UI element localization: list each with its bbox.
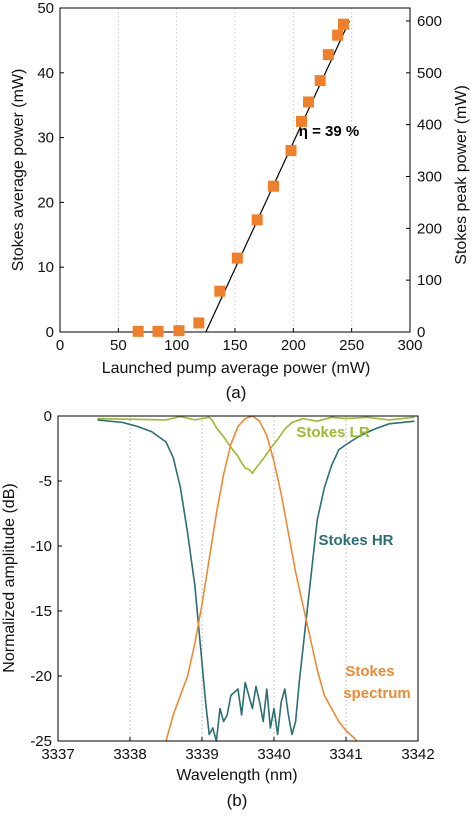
a-grid xyxy=(117,8,353,332)
a-data-point xyxy=(214,285,226,297)
b-y-tick-label: -25 xyxy=(30,733,52,750)
a-y2-tick-label: 300 xyxy=(417,168,442,185)
a-data-point xyxy=(296,115,307,127)
a-y2-tick-label: 0 xyxy=(417,324,425,341)
a-data-point xyxy=(314,75,326,87)
a-y2-tick-label: 600 xyxy=(417,13,442,30)
b-y-tick-label: -15 xyxy=(30,603,52,620)
a-y-tick-label: 50 xyxy=(37,0,54,17)
a-ticks: 0 50 100 150 200 250 3000102030405001002003004… xyxy=(37,0,442,354)
b-y-axis-label: Normalized amplitude (dB) xyxy=(1,483,18,672)
a-data-point xyxy=(193,317,205,329)
b-y-tick-label: 0 xyxy=(44,408,52,425)
a-x-tick-label: 250 xyxy=(339,337,364,354)
a-y-tick-label: 30 xyxy=(37,130,54,147)
a-caption: (a) xyxy=(226,383,247,402)
b-x-tick-label: 3338 xyxy=(113,746,146,763)
b-x-tick-label: 3341 xyxy=(329,746,362,763)
a-fit-line xyxy=(205,20,350,333)
a-data-point xyxy=(322,49,334,61)
b-series-stokes-spectrum xyxy=(165,415,358,742)
panel-b: 3337 3338 3339 3340 3341 33420-5-10-15-20-25 … xyxy=(1,408,435,810)
a-x-tick-label: 100 xyxy=(164,337,189,354)
a-x-tick-label: 0 xyxy=(56,337,64,354)
b-x-tick-label: 3340 xyxy=(257,746,290,763)
b-x-tick-label: 3339 xyxy=(185,746,218,763)
a-y2-axis-label: Stokes peak power (mW) xyxy=(453,85,470,265)
panel-a: 0 50 100 150 200 250 3000102030405001002003004… xyxy=(10,0,470,402)
a-y2-tick-label: 500 xyxy=(417,65,442,82)
a-x-tick-label: 150 xyxy=(222,337,247,354)
a-data-point xyxy=(268,180,279,192)
a-y-tick-label: 20 xyxy=(37,194,54,211)
b-label-stokes-lr: Stokes LR xyxy=(296,424,370,441)
b-x-tick-label: 3342 xyxy=(401,746,434,763)
b-y-tick-label: -10 xyxy=(30,538,52,555)
a-data-point xyxy=(231,252,243,264)
b-y-tick-label: -20 xyxy=(30,668,52,685)
b-ticks: 3337 3338 3339 3340 3341 3342 0 -5 -10 -15 -20 -25 xyxy=(30,408,434,763)
b-y-tick-label: -5 xyxy=(39,473,52,490)
a-data-point xyxy=(332,29,344,41)
b-data xyxy=(97,415,415,742)
a-y2-tick-label: 100 xyxy=(417,272,442,289)
a-data-point xyxy=(303,96,314,108)
b-x-axis-label: Wavelength (nm) xyxy=(176,767,297,784)
a-data-point xyxy=(285,145,297,157)
a-y2-tick-label: 200 xyxy=(417,220,442,237)
b-plot-frame xyxy=(57,415,419,742)
b-x-tick-label: 3337 xyxy=(41,746,74,763)
a-data-point xyxy=(132,325,144,337)
a-data-point xyxy=(173,325,185,337)
b-label-stokes-spectrum-line1: Stokes xyxy=(345,663,394,680)
a-x-axis-label: Launched pump average power (mW) xyxy=(102,360,371,377)
b-series-stokes-hr xyxy=(97,419,415,742)
a-annotation-efficiency: η = 39 % xyxy=(299,123,359,140)
a-x-tick-label: 300 xyxy=(397,337,422,354)
a-data-point xyxy=(338,18,349,30)
b-series-stokes-lr xyxy=(97,415,415,474)
a-y2-tick-label: 400 xyxy=(417,117,442,134)
a-x-tick-label: 200 xyxy=(281,337,306,354)
a-data-point xyxy=(251,214,263,226)
a-data-point xyxy=(152,325,164,337)
a-x-tick-label: 50 xyxy=(110,337,127,354)
a-y-tick-label: 40 xyxy=(37,65,54,82)
a-y-tick-label: 10 xyxy=(37,259,54,276)
b-label-stokes-spectrum-line2: spectrum xyxy=(343,685,411,702)
a-y-tick-label: 0 xyxy=(46,324,54,341)
b-label-stokes-hr: Stokes HR xyxy=(318,532,393,549)
b-caption: (b) xyxy=(227,791,248,810)
a-data xyxy=(132,18,350,337)
a-y-axis-label: Stokes average power (mW) xyxy=(10,69,27,272)
